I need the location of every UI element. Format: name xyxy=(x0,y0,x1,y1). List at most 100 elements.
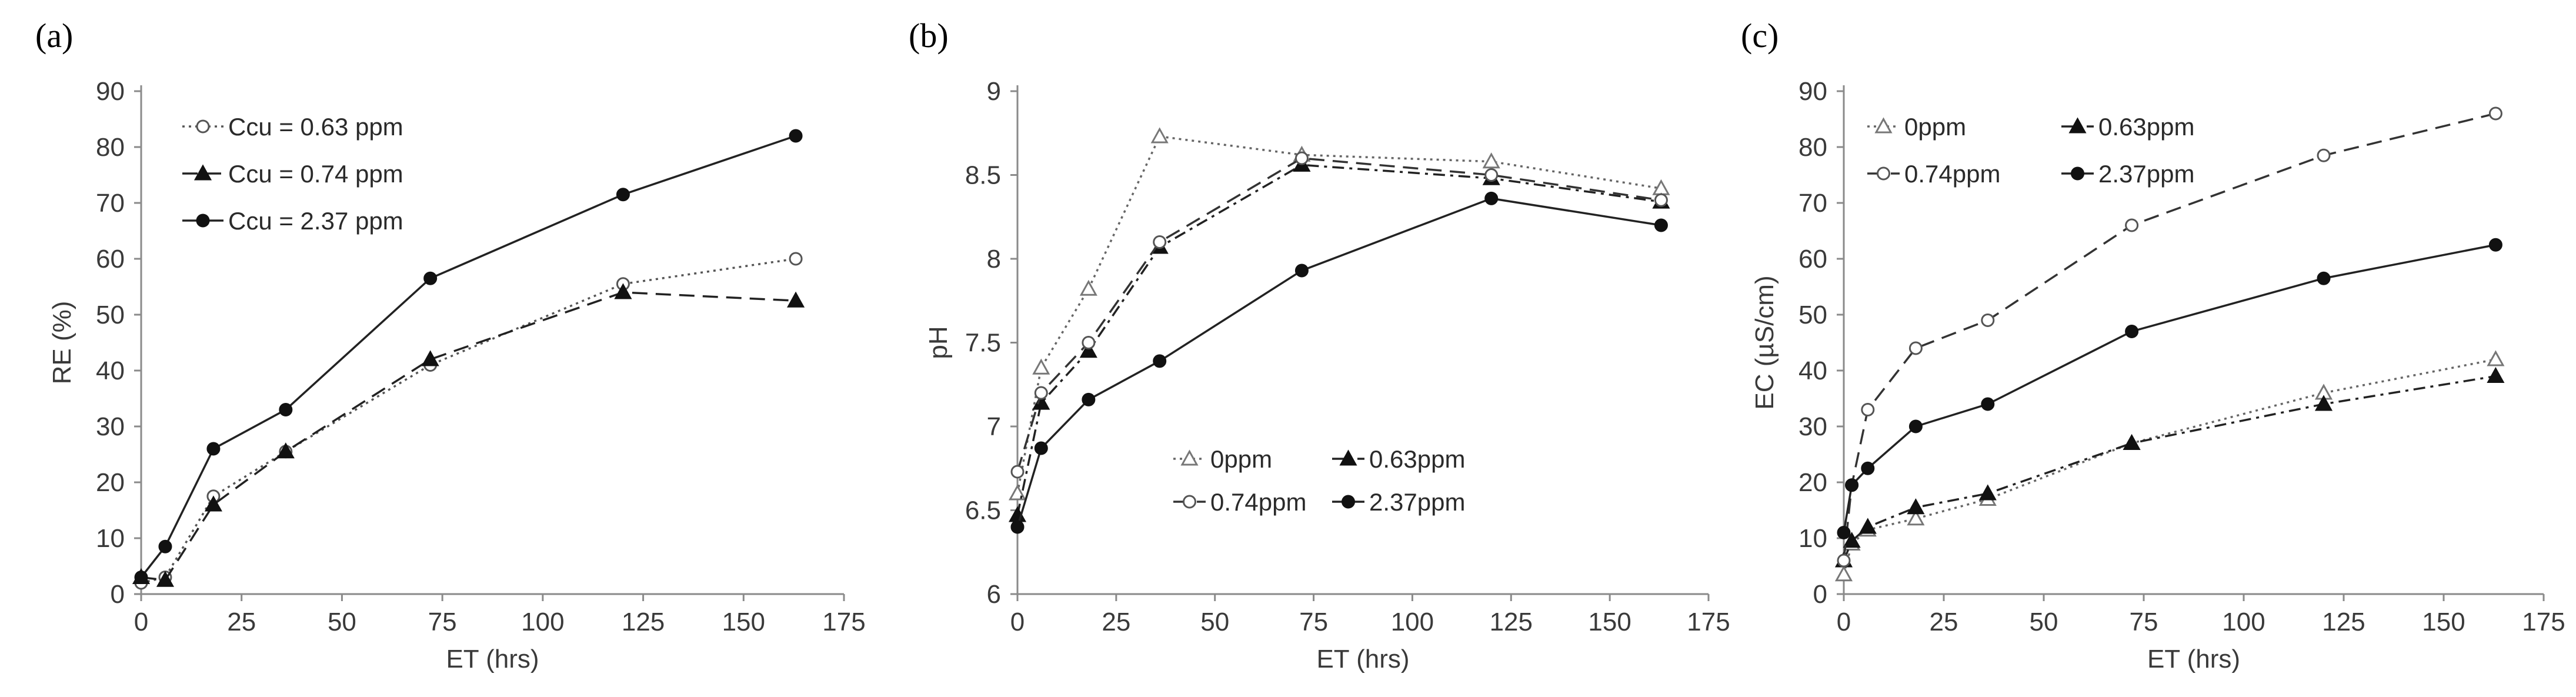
series-line xyxy=(1016,164,1661,516)
x-tick-label: 25 xyxy=(1102,608,1130,636)
data-point xyxy=(1153,235,1167,249)
data-point xyxy=(1079,279,1097,296)
y-tick-label: 10 xyxy=(96,524,125,553)
data-point xyxy=(1082,336,1096,349)
chart-panel-3: (c) 0 25 50 75 100 125 150 175 0 10 20 30 40 50 60 70 80 9… xyxy=(1741,16,2565,673)
legend: Ccu = 0.63 ppm Ccu = 0.74 ppm Ccu = 2.37 p… xyxy=(182,113,403,235)
y-axis-title: RE (%) xyxy=(48,301,76,385)
data-point xyxy=(2314,395,2333,411)
legend-label: 2.37ppm xyxy=(2098,160,2194,188)
y-tick-label: 6.5 xyxy=(965,496,1001,525)
x-tick-label: 50 xyxy=(328,608,356,636)
y-tick-label: 50 xyxy=(96,301,125,329)
data-point xyxy=(1294,264,1309,278)
x-tick-label: 0 xyxy=(1010,608,1025,636)
data-point xyxy=(1861,403,1875,416)
y-tick-label: 60 xyxy=(96,245,125,274)
legend-marker xyxy=(1342,495,1355,509)
data-point xyxy=(276,442,295,459)
series-4 xyxy=(1837,238,2502,539)
y-axis-title: EC (µS/cm) xyxy=(1750,275,1779,409)
series-line xyxy=(1016,197,1661,528)
data-point xyxy=(1908,419,1923,433)
data-point xyxy=(2125,325,2139,338)
legend-marker xyxy=(196,214,210,228)
data-point xyxy=(158,539,172,553)
series-1 xyxy=(1834,350,2505,582)
legend-marker xyxy=(1183,495,1196,509)
legend-marker xyxy=(196,119,210,134)
series-line xyxy=(141,258,796,584)
x-tick-label: 100 xyxy=(1391,608,1434,636)
x-tick-label: 25 xyxy=(1930,608,1958,636)
data-point xyxy=(614,283,632,299)
legend-label: 0ppm xyxy=(1904,113,1966,141)
data-point xyxy=(1010,465,1025,479)
data-point xyxy=(1861,461,1875,475)
y-tick-label: 40 xyxy=(96,356,125,385)
data-point xyxy=(1482,152,1500,169)
y-tick-label: 80 xyxy=(96,133,125,162)
data-point xyxy=(1858,518,1877,534)
panel-label: (c) xyxy=(1741,16,1778,55)
y-tick-label: 30 xyxy=(96,412,125,441)
data-point xyxy=(1837,526,1851,539)
x-tick-label: 125 xyxy=(2322,608,2365,636)
data-point xyxy=(1908,341,1923,355)
data-point xyxy=(2317,271,2331,285)
x-tick-label: 175 xyxy=(2522,608,2565,636)
series-line xyxy=(140,135,796,578)
data-point xyxy=(2488,238,2502,252)
legend-label: Ccu = 0.63 ppm xyxy=(228,113,403,141)
data-point xyxy=(2317,148,2331,162)
legend-marker xyxy=(193,164,212,181)
panel-label: (a) xyxy=(35,16,73,55)
y-tick-label: 0 xyxy=(1813,580,1827,609)
legend-marker xyxy=(1874,117,1893,134)
y-tick-label: 40 xyxy=(1798,356,1827,385)
data-point xyxy=(1034,386,1048,400)
y-tick-label: 8.5 xyxy=(965,161,1001,190)
series-line xyxy=(1843,375,2496,561)
data-point xyxy=(787,291,805,308)
x-axis-title: ET (hrs) xyxy=(1316,645,1409,673)
series-2 xyxy=(132,283,805,587)
y-tick-label: 8 xyxy=(987,245,1001,274)
data-point xyxy=(2125,218,2139,232)
data-point xyxy=(206,442,221,456)
data-point xyxy=(2123,433,2141,450)
data-point xyxy=(421,350,439,366)
x-tick-label: 175 xyxy=(822,608,865,636)
y-axis-title: pH xyxy=(924,326,953,359)
legend-marker xyxy=(1339,449,1357,466)
y-tick-label: 0 xyxy=(111,580,125,609)
y-tick-label: 9 xyxy=(987,77,1001,106)
series-1 xyxy=(134,252,803,590)
data-point xyxy=(1907,498,1925,515)
x-tick-label: 150 xyxy=(1588,608,1631,636)
y-tick-label: 30 xyxy=(1798,412,1827,441)
series-4 xyxy=(1010,191,1668,534)
y-tick-label: 70 xyxy=(96,189,125,218)
data-point xyxy=(1082,392,1096,406)
series-2 xyxy=(1834,366,2505,568)
series-line xyxy=(1843,244,2496,533)
x-tick-label: 75 xyxy=(1299,608,1328,636)
data-point xyxy=(1845,478,1859,492)
legend-marker xyxy=(2071,166,2084,181)
x-tick-label: 25 xyxy=(227,608,256,636)
data-point xyxy=(1153,354,1167,368)
x-tick-label: 100 xyxy=(521,608,564,636)
data-point xyxy=(2487,366,2505,383)
data-point xyxy=(1294,151,1309,165)
data-point xyxy=(1834,565,1853,582)
data-point xyxy=(1484,168,1499,182)
legend: 0ppm 0.63ppm 0.74ppm 2.37ppm xyxy=(1173,445,1465,516)
data-point xyxy=(1032,358,1050,375)
legend-label: 0.63ppm xyxy=(2098,113,2194,141)
x-tick-label: 125 xyxy=(1490,608,1533,636)
x-tick-label: 150 xyxy=(2422,608,2465,636)
x-tick-label: 75 xyxy=(428,608,457,636)
data-point xyxy=(156,571,175,587)
